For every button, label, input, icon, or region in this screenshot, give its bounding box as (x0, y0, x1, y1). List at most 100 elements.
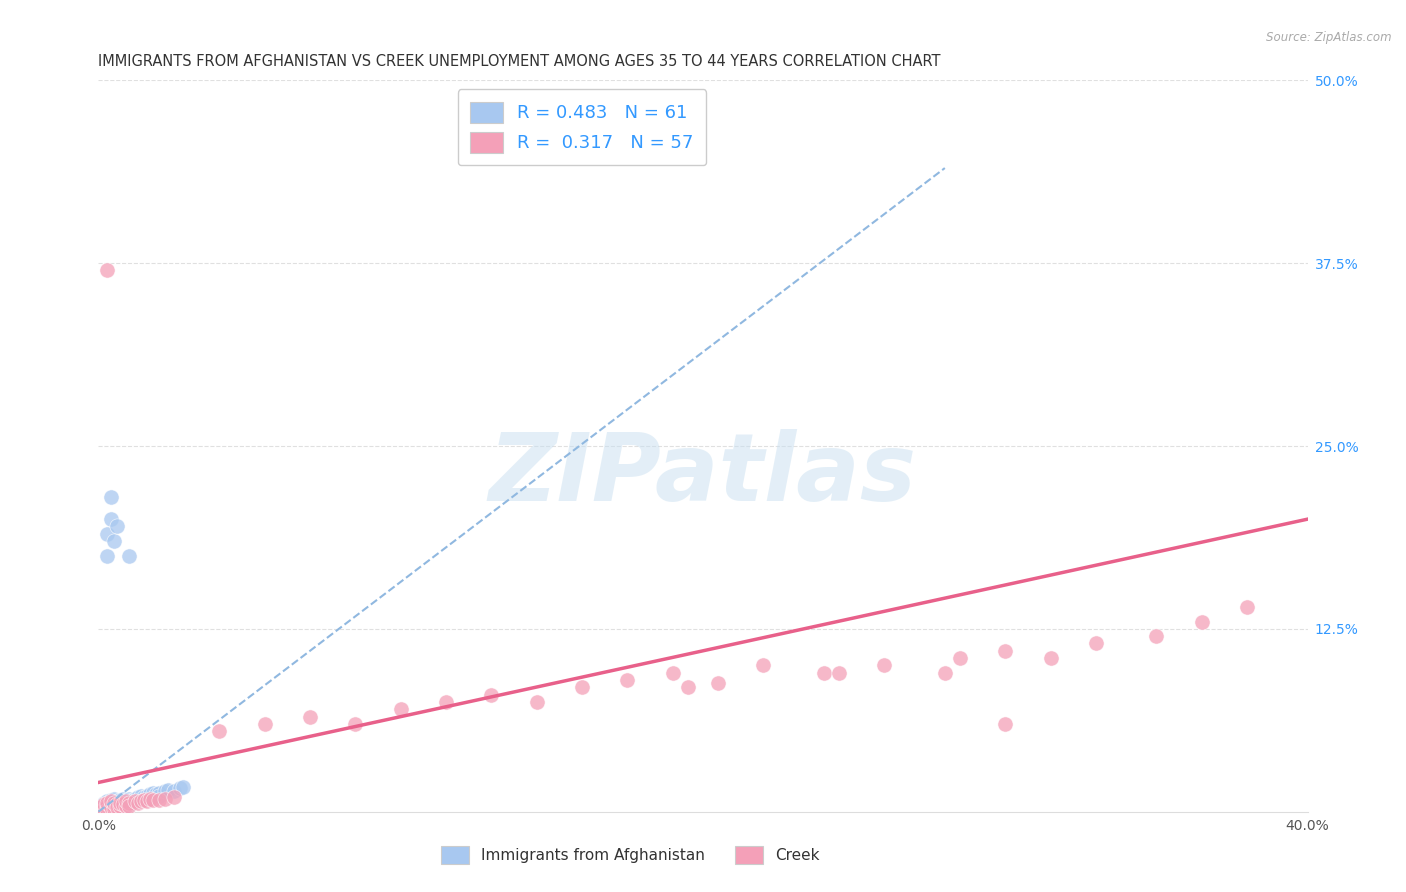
Point (145, 787, 167, 801)
Point (142, 786, 165, 800)
Point (93, 803, 115, 817)
Point (1144, 629, 1167, 643)
Point (118, 798, 141, 813)
Point (124, 795, 146, 809)
Point (526, 695, 548, 709)
Point (127, 790, 149, 805)
Point (121, 796, 143, 810)
Point (100, 490, 122, 504)
Point (93, 798, 115, 813)
Point (100, 802, 122, 816)
Point (124, 791, 146, 805)
Point (103, 802, 125, 816)
Point (1236, 599, 1258, 614)
Point (124, 795, 146, 809)
Point (96, 526, 118, 541)
Point (135, 789, 157, 803)
Text: Source: ZipAtlas.com: Source: ZipAtlas.com (1267, 31, 1392, 45)
Point (1039, 651, 1062, 665)
Point (873, 658, 896, 673)
Point (96, 549, 118, 563)
Point (139, 791, 162, 805)
Point (571, 681, 593, 695)
Point (1085, 636, 1108, 650)
Point (96, 803, 118, 817)
Point (676, 681, 699, 695)
Point (153, 784, 176, 798)
Point (108, 798, 131, 813)
Point (118, 796, 141, 810)
Point (111, 797, 134, 812)
Point (100, 512, 122, 526)
Point (93, 796, 115, 810)
Point (108, 798, 131, 813)
Point (707, 676, 730, 690)
Point (114, 795, 136, 809)
Point (90, 802, 112, 816)
Point (100, 793, 122, 807)
Point (299, 709, 322, 723)
Point (153, 791, 176, 805)
Point (118, 797, 141, 812)
Point (127, 793, 149, 807)
Point (111, 795, 134, 809)
Point (103, 796, 125, 810)
Point (96, 797, 118, 812)
Point (934, 665, 956, 680)
Point (148, 793, 170, 807)
Point (1191, 615, 1213, 629)
Point (96, 796, 118, 810)
Point (108, 796, 131, 810)
Point (96, 800, 118, 814)
Point (481, 688, 503, 702)
Point (616, 673, 638, 687)
Point (135, 791, 157, 805)
Point (100, 800, 122, 814)
Point (994, 644, 1017, 658)
Point (103, 791, 125, 805)
Point (344, 717, 367, 731)
Point (100, 795, 122, 809)
Point (96, 263, 118, 277)
Point (108, 796, 131, 810)
Point (828, 665, 851, 680)
Point (135, 795, 157, 809)
Point (163, 784, 186, 798)
Point (100, 797, 122, 812)
Point (118, 795, 141, 809)
Point (114, 798, 136, 813)
Point (661, 665, 683, 680)
Point (118, 791, 141, 805)
Point (434, 695, 457, 709)
Point (752, 658, 775, 673)
Point (139, 787, 162, 801)
Point (105, 797, 128, 812)
Point (129, 791, 152, 805)
Point (163, 790, 186, 805)
Point (208, 724, 231, 739)
Point (169, 781, 191, 796)
Point (96, 795, 118, 809)
Point (148, 786, 170, 800)
Point (96, 798, 118, 813)
Point (129, 789, 152, 803)
Legend: Immigrants from Afghanistan, Creek: Immigrants from Afghanistan, Creek (434, 840, 825, 870)
Point (142, 789, 165, 803)
Point (118, 549, 141, 563)
Point (114, 798, 136, 813)
Point (172, 780, 194, 794)
Point (111, 797, 134, 812)
Point (103, 798, 125, 813)
Point (93, 802, 115, 816)
Point (132, 790, 155, 805)
Point (105, 800, 128, 814)
Point (129, 795, 152, 809)
Text: ZIPatlas: ZIPatlas (489, 429, 917, 521)
Point (90, 800, 112, 814)
Point (949, 651, 972, 665)
Point (114, 793, 136, 807)
Point (103, 534, 125, 549)
Point (389, 702, 412, 716)
Point (132, 793, 155, 807)
Point (127, 796, 149, 810)
